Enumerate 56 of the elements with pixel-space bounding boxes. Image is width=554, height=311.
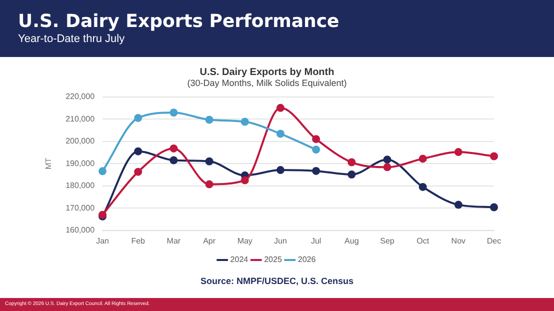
- point: [276, 130, 284, 138]
- point: [240, 176, 249, 184]
- point: [134, 114, 142, 122]
- x-tick-label: Sep: [380, 236, 395, 246]
- point: [454, 148, 462, 156]
- x-tick-label: Mar: [166, 236, 181, 246]
- x-tick-label: Jan: [96, 236, 109, 246]
- x-tick-label: Feb: [131, 236, 146, 246]
- point: [205, 180, 214, 188]
- x-tick-label: Dec: [486, 236, 502, 246]
- point: [98, 167, 107, 176]
- point: [383, 163, 392, 172]
- point: [276, 166, 284, 174]
- chart-title: U.S. Dairy Exports Performance: [18, 11, 340, 32]
- y-axis-title: MT: [44, 158, 54, 170]
- y-tick-label: 190,000: [66, 158, 96, 168]
- legend-label: 2026: [298, 255, 316, 264]
- point: [454, 200, 462, 209]
- point: [418, 154, 427, 163]
- point: [312, 135, 320, 144]
- point: [276, 104, 284, 112]
- text: U.S. Dairy Exports by Month: [200, 66, 334, 78]
- source-note: Source: NMPF/USDEC, U.S. Census: [199, 276, 355, 286]
- point: [170, 144, 178, 152]
- point: [134, 147, 142, 156]
- x-tick-label: May: [237, 236, 252, 246]
- point: [205, 116, 214, 124]
- point: [170, 108, 178, 117]
- point: [490, 203, 498, 212]
- x-tick-label: Oct: [416, 236, 430, 246]
- point: [205, 157, 214, 166]
- point: [134, 168, 142, 176]
- point: [418, 182, 427, 191]
- point: [170, 156, 178, 164]
- y-tick-label: 220,000: [66, 92, 96, 102]
- y-tick-label: 180,000: [66, 181, 96, 190]
- point: [383, 156, 392, 164]
- point: [240, 118, 249, 126]
- legend-label: 2025: [264, 255, 282, 264]
- chart-subtitle: Year-to-Date thru July: [18, 33, 125, 45]
- point: [312, 166, 320, 175]
- point: [490, 152, 498, 160]
- y-tick-label: 200,000: [66, 136, 96, 146]
- point: [312, 146, 320, 154]
- x-tick-label: Nov: [451, 236, 466, 246]
- y-tick-label: 170,000: [66, 203, 96, 212]
- x-tick-label: Jun: [274, 236, 287, 246]
- legend-label: 2024: [230, 255, 249, 264]
- y-tick-label: 210,000: [66, 114, 96, 124]
- text: (30-Day Months, Milk Solids Equivalent): [187, 78, 347, 88]
- x-tick-label: Apr: [203, 236, 216, 246]
- y-tick-label: 160,000: [66, 226, 96, 235]
- x-tick-label: Jul: [310, 236, 322, 246]
- point: [348, 170, 356, 179]
- point: [348, 158, 356, 166]
- x-tick-label: Aug: [344, 236, 359, 246]
